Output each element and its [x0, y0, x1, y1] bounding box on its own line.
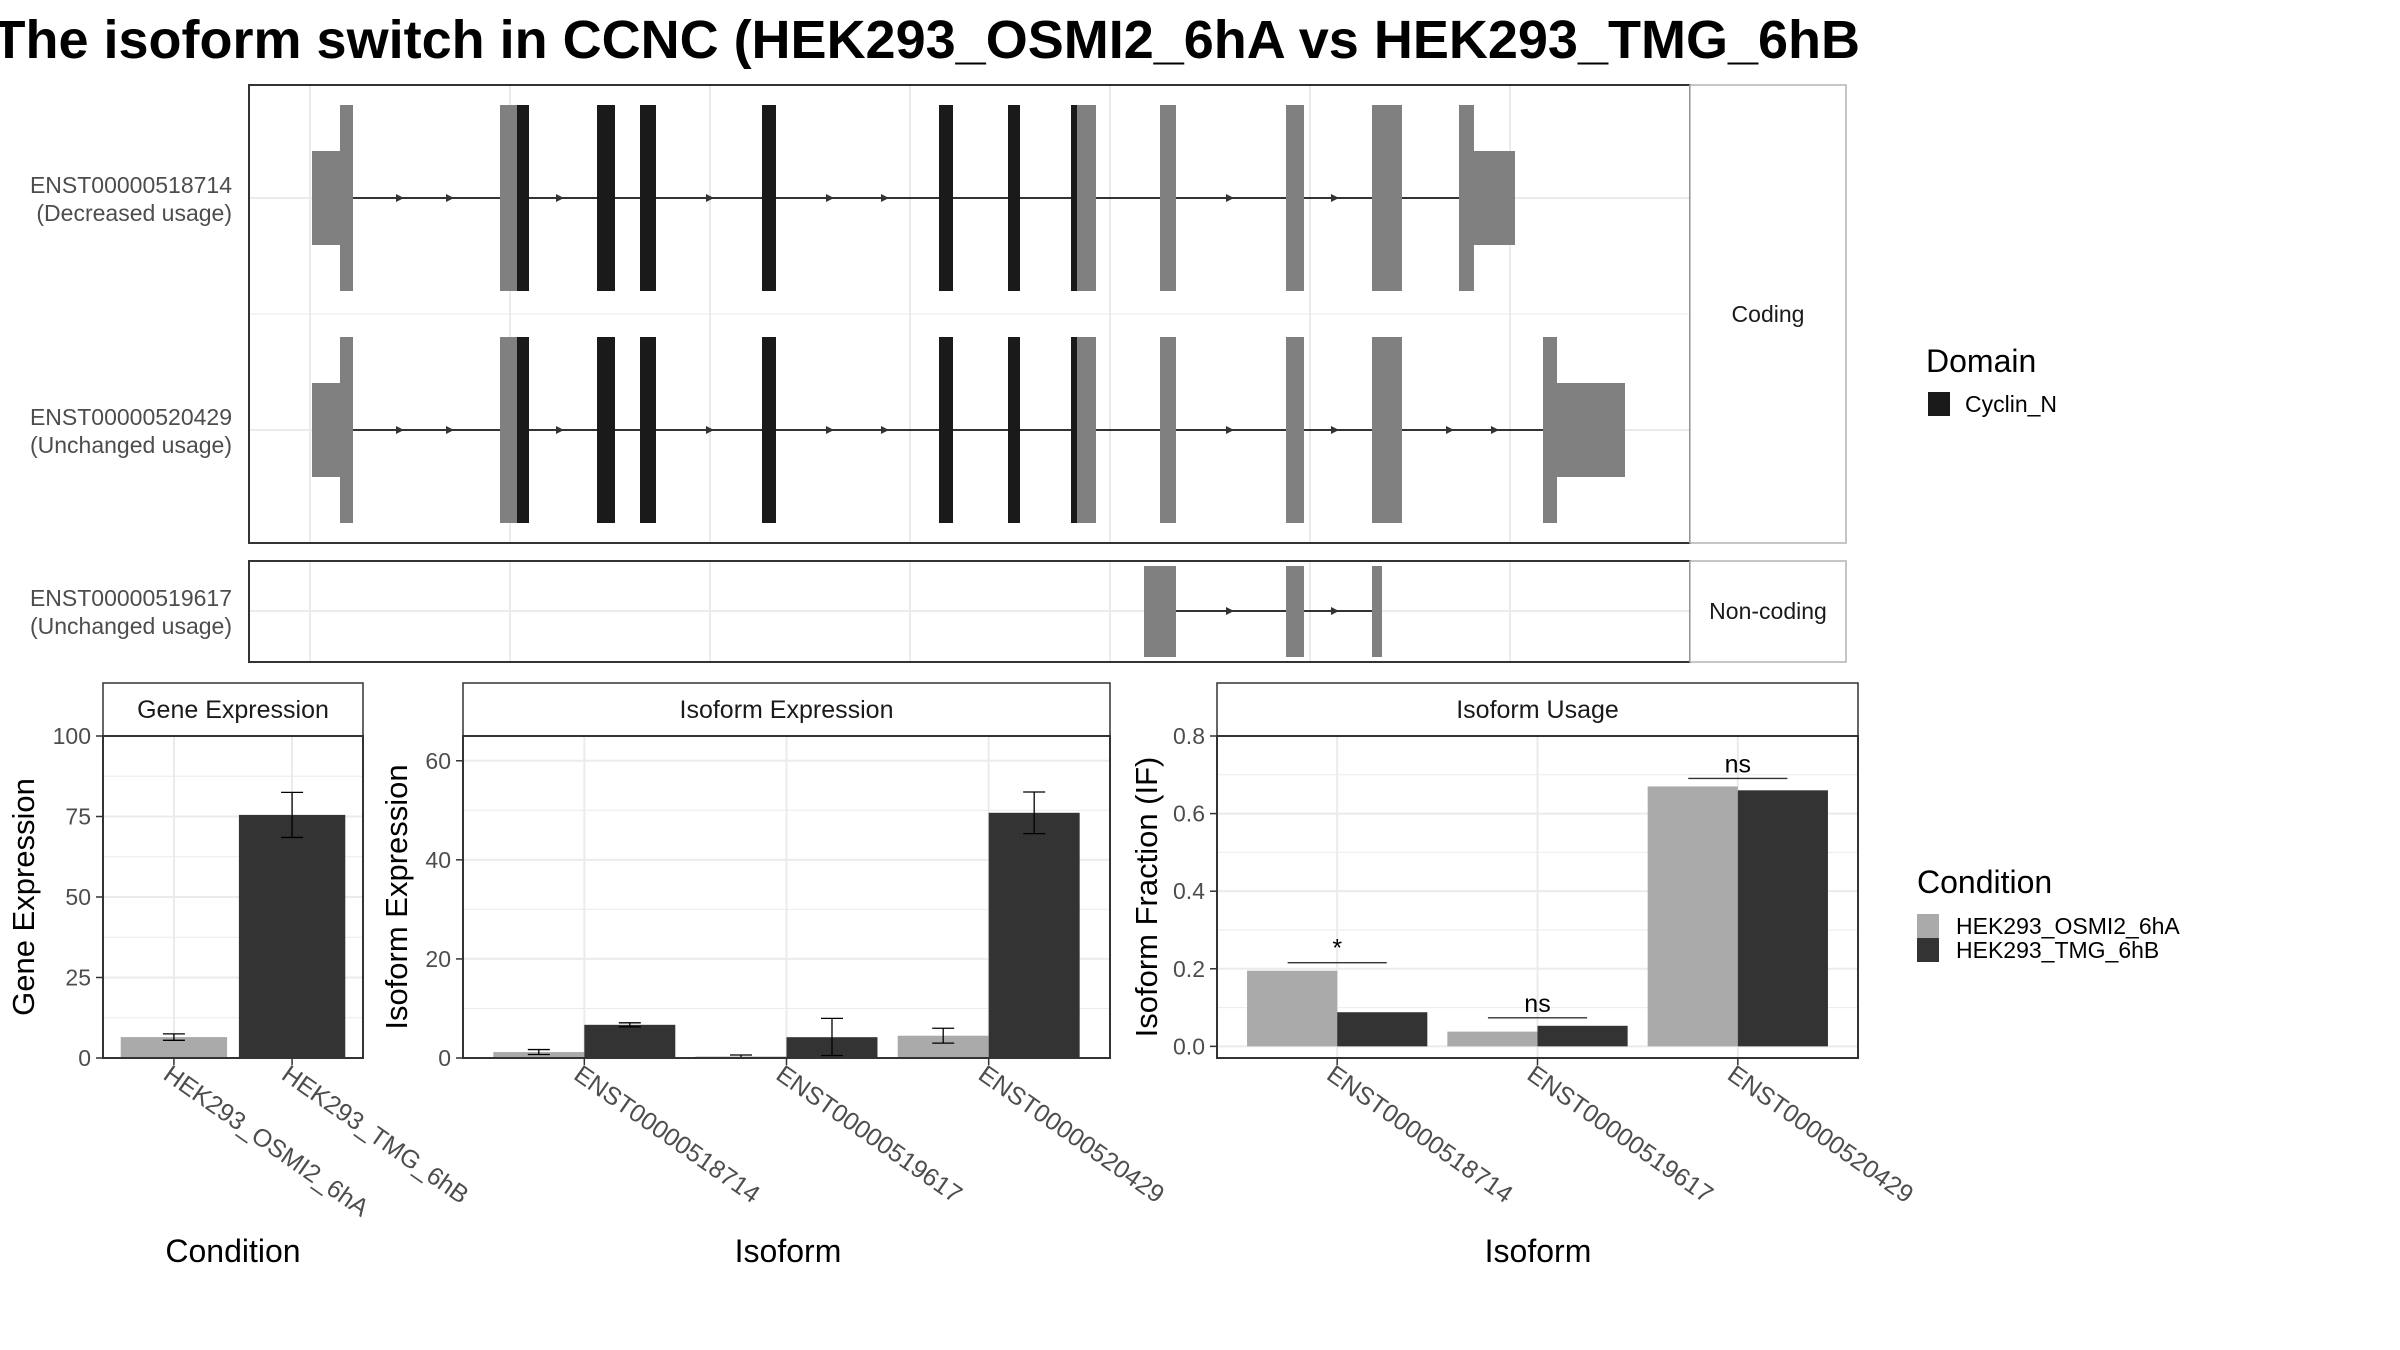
y-tick-label: 25	[65, 965, 91, 991]
bar-ENST00000518714-1	[584, 1024, 676, 1058]
x-tick-label: ENST00000519617	[771, 1060, 967, 1209]
strip-1	[462, 682, 1111, 737]
x-axis-title: Isoform	[735, 1233, 842, 1269]
strip-noncoding: Non-coding	[1689, 560, 1847, 663]
domain-legend-label: Cyclin_N	[1965, 391, 2057, 417]
x-tick-label: ENST00000518714	[569, 1060, 765, 1209]
domain-legend-swatch	[1928, 392, 1950, 416]
x-tick-label: HEK293_TMG_6hB	[277, 1060, 474, 1210]
isoform-track-520429	[312, 337, 1625, 523]
y-tick-label: 40	[425, 847, 451, 873]
structure-noncoding-panel	[248, 560, 1691, 663]
isoform-usage-chart: Isoform Usage 0.0 0.2 0.4 0.6 0.8 * ns ns ENST000…	[1129, 682, 1918, 1269]
x-tick-label: ENST00000520429	[1722, 1060, 1918, 1209]
strip-0	[102, 682, 364, 737]
condition-legend-title: Condition	[1917, 864, 2052, 900]
x-axis-title: Condition	[165, 1233, 300, 1269]
y-axis-title: Gene Expression	[6, 778, 41, 1016]
chart-title: Gene Expression	[137, 696, 329, 724]
bar-ENST00000518714-0	[1247, 970, 1338, 1047]
cyclin-n-domain-blocks	[517, 105, 1077, 291]
cyclin-n-domain-blocks	[517, 337, 1077, 523]
plot-border	[102, 735, 364, 1059]
strip-2	[1216, 682, 1859, 737]
y-tick-label: 0.6	[1173, 801, 1205, 827]
bar-HEK293_TMG_6hB	[238, 814, 346, 1058]
strip-coding: Coding	[1689, 84, 1847, 544]
significance-label: ns	[1725, 750, 1751, 778]
strip-noncoding-label: Non-coding	[1709, 598, 1827, 624]
chart-title: Isoform Expression	[680, 696, 894, 724]
condition-legend: Condition HEK293_OSMI2_6hA HEK293_TMG_6h…	[1917, 864, 2180, 963]
x-tick-label: ENST00000518714	[1322, 1060, 1518, 1209]
exons	[312, 105, 1515, 291]
structure-coding-panel	[248, 84, 1691, 544]
y-tick-label: 0	[438, 1045, 451, 1071]
bar-ENST00000520429-1	[988, 812, 1080, 1058]
isoform-track-519617	[1144, 566, 1382, 657]
significance-label: *	[1332, 935, 1342, 963]
isoform-track-518714	[312, 105, 1515, 291]
x-tick-label: ENST00000519617	[1522, 1060, 1718, 1209]
y-axis-title: Isoform Fraction (IF)	[1129, 757, 1164, 1038]
isoform-label-518714-id: ENST00000518714	[30, 172, 232, 198]
bar-HEK293_OSMI2_6hA	[120, 1037, 228, 1058]
isoform-label-520429-id: ENST00000520429	[30, 404, 232, 430]
isoform-label-519617-id: ENST00000519617	[30, 585, 232, 611]
y-tick-label: 0.8	[1173, 723, 1205, 749]
significance-label: ns	[1524, 990, 1550, 1018]
domain-legend-title: Domain	[1926, 343, 2036, 379]
y-tick-label: 60	[425, 748, 451, 774]
strip-coding-label: Coding	[1732, 301, 1805, 327]
y-tick-label: 100	[53, 723, 91, 749]
isoform-label-518714-usage: (Decreased usage)	[36, 200, 232, 226]
x-tick-label: ENST00000520429	[973, 1060, 1169, 1209]
condition-swatch-a	[1917, 914, 1939, 938]
x-axis-title: Isoform	[1485, 1233, 1592, 1269]
y-tick-label: 50	[65, 884, 91, 910]
isoform-expression-chart: Isoform Expression 0 20 40 60 ENST00000518714…	[379, 682, 1169, 1269]
bar-ENST00000518714-1	[1337, 1012, 1428, 1047]
bar-ENST00000519617-1	[1537, 1025, 1628, 1047]
y-tick-label: 75	[65, 804, 91, 830]
y-axis-title: Isoform Expression	[379, 764, 414, 1029]
isoform-label-519617-usage: (Unchanged usage)	[30, 613, 232, 639]
domain-legend: Domain Cyclin_N	[1926, 343, 2057, 417]
y-tick-label: 0	[78, 1045, 91, 1071]
y-tick-label: 0.2	[1173, 956, 1205, 982]
isoform-label-520429-usage: (Unchanged usage)	[30, 432, 232, 458]
bar-ENST00000519617-0	[1447, 1031, 1538, 1047]
bar-ENST00000520429-0	[897, 1035, 989, 1058]
condition-swatch-b	[1917, 938, 1939, 962]
chart-title: Isoform Usage	[1456, 696, 1619, 724]
isoform-labels: ENST00000518714 (Decreased usage) ENST00…	[30, 172, 232, 639]
intron-arrows	[396, 426, 1499, 434]
y-tick-label: 0.4	[1173, 878, 1205, 904]
bar-ENST00000520429-1	[1737, 790, 1828, 1047]
x-tick-label: HEK293_OSMI2_6hA	[158, 1060, 374, 1223]
bar-ENST00000520429-0	[1647, 786, 1738, 1047]
exons	[312, 337, 1625, 523]
y-tick-label: 20	[425, 946, 451, 972]
figure-title: The isoform switch in CCNC (HEK293_OSMI2…	[0, 10, 1860, 70]
y-tick-label: 0.0	[1173, 1033, 1205, 1059]
condition-label-a: HEK293_OSMI2_6hA	[1956, 913, 2180, 939]
condition-label-b: HEK293_TMG_6hB	[1956, 937, 2159, 963]
